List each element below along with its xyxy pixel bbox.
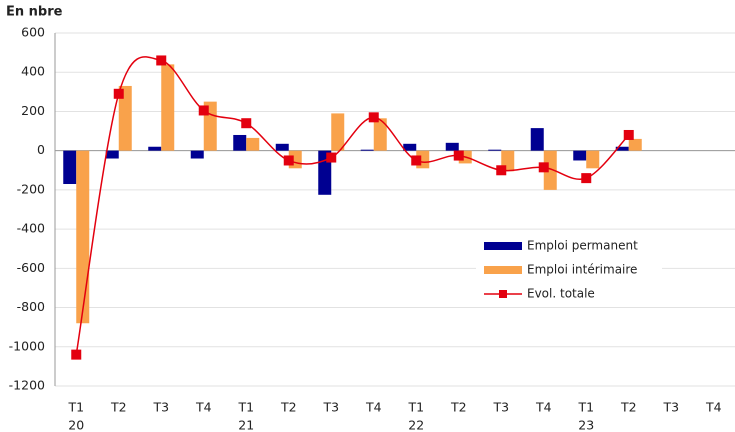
bar: [105, 150, 119, 159]
x-year-label: 22: [408, 418, 424, 432]
bar: [246, 137, 260, 151]
marker: [283, 155, 294, 166]
x-tick-label: T1: [237, 400, 254, 415]
bar: [360, 149, 374, 151]
legend-label: Emploi intérimaire: [527, 263, 637, 277]
x-tick-label: T4: [705, 400, 722, 415]
x-tick-label: T3: [152, 400, 169, 415]
marker: [411, 155, 422, 166]
x-tick-label: T2: [110, 400, 127, 415]
marker: [623, 129, 634, 140]
x-year-label: 21: [238, 418, 254, 432]
bar: [275, 143, 289, 151]
marker: [496, 165, 507, 176]
marker: [368, 112, 379, 123]
bar: [161, 64, 175, 151]
legend-label: Emploi permanent: [527, 239, 638, 253]
line: [75, 56, 630, 355]
legend: Emploi permanent Emploi intérimaire Evol. …: [476, 233, 662, 305]
x-year-label: 23: [578, 418, 594, 432]
marker: [198, 105, 209, 116]
bar: [586, 150, 600, 169]
bar: [331, 113, 345, 151]
marker: [581, 173, 592, 184]
marker: [156, 55, 167, 66]
legend-swatch: [484, 242, 522, 250]
marker: [538, 162, 549, 173]
bar: [118, 85, 132, 151]
bar: [615, 146, 629, 151]
bar: [373, 118, 387, 151]
y-tick-label: -1200: [9, 378, 45, 393]
bar: [488, 149, 502, 151]
x-tick-label: T1: [577, 400, 594, 415]
legend-swatch: [484, 266, 522, 274]
bar: [445, 142, 459, 151]
x-tick-label: T3: [492, 400, 509, 415]
x-tick-label: T1: [67, 400, 84, 415]
y-tick-label: -600: [17, 260, 45, 275]
bar: [190, 150, 204, 159]
legend-marker: [499, 290, 507, 298]
y-tick-label: -800: [17, 299, 45, 314]
legend-label: Evol. totale: [527, 287, 595, 301]
x-tick-label: T2: [280, 400, 297, 415]
x-tick-label: T1: [407, 400, 424, 415]
marker: [326, 152, 337, 163]
bar: [403, 143, 417, 151]
y-tick-label: -200: [17, 181, 45, 196]
y-tick-label: 200: [21, 103, 45, 118]
bar: [233, 134, 247, 151]
bar: [63, 150, 77, 185]
x-tick-label: T4: [535, 400, 552, 415]
marker: [113, 88, 124, 99]
bar: [76, 150, 90, 324]
bar: [148, 146, 162, 151]
bar: [628, 138, 642, 151]
x-tick-label: T2: [450, 400, 467, 415]
x-tick-label: T4: [365, 400, 382, 415]
y-tick-label: 400: [21, 64, 45, 79]
y-tick-label: 600: [21, 25, 45, 40]
x-year-label: 20: [68, 418, 84, 432]
marker: [241, 118, 252, 129]
bar: [573, 150, 587, 161]
chart-title: En nbre: [6, 5, 63, 20]
bar: [530, 128, 544, 151]
x-tick-label: T3: [662, 400, 679, 415]
marker: [453, 150, 464, 161]
y-tick-label: 0: [37, 142, 45, 157]
x-tick-label: T2: [620, 400, 637, 415]
marker: [71, 349, 82, 360]
y-tick-label: -400: [17, 221, 45, 236]
y-tick-label: -1000: [9, 338, 45, 353]
bar: [543, 150, 557, 190]
x-tick-label: T4: [195, 400, 212, 415]
x-tick-label: T3: [322, 400, 339, 415]
